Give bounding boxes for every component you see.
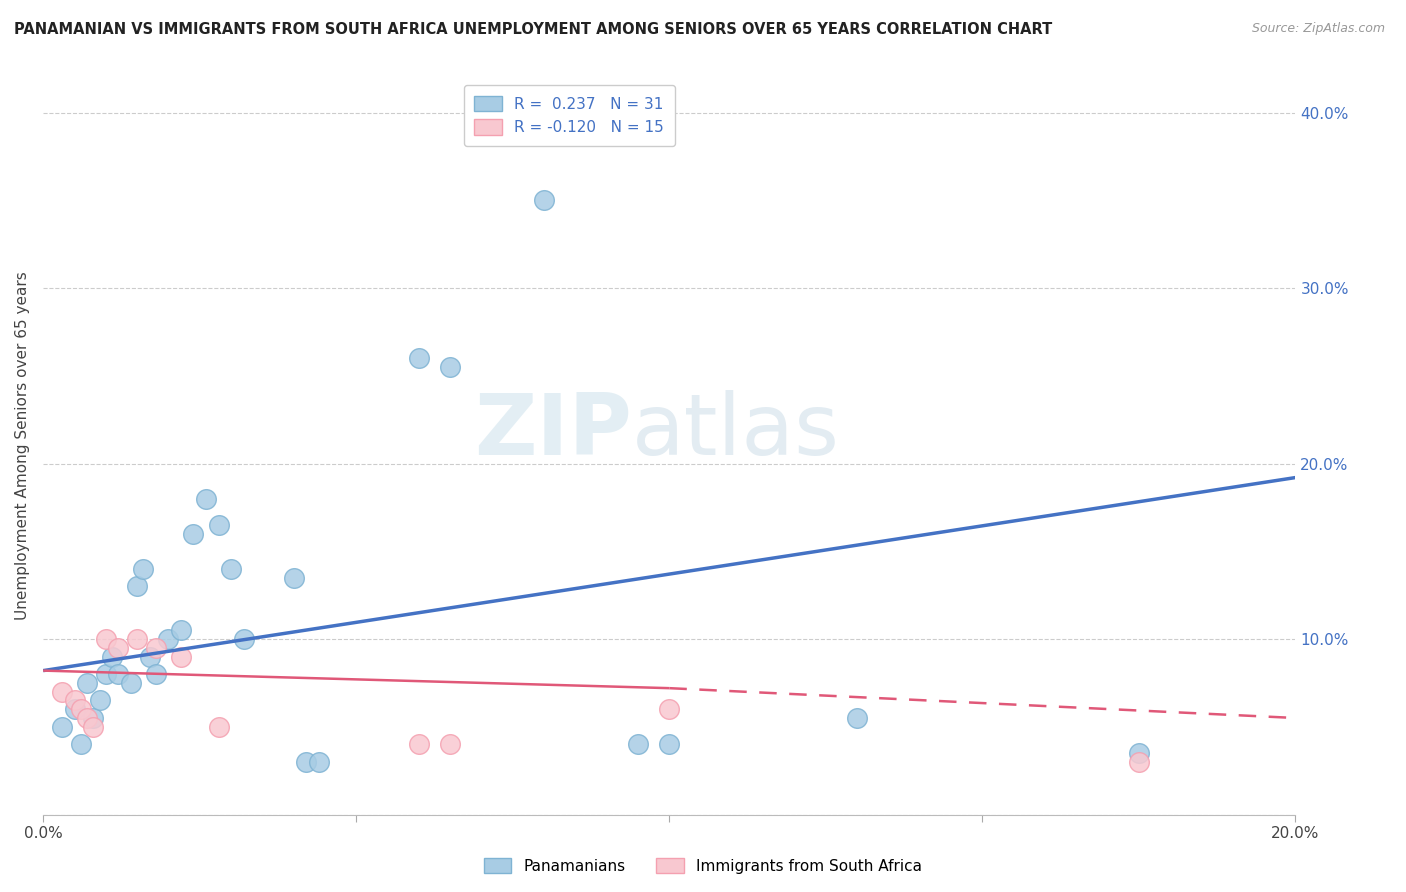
Point xyxy=(207,720,229,734)
Point xyxy=(63,693,86,707)
Point xyxy=(232,632,254,646)
Text: Source: ZipAtlas.com: Source: ZipAtlas.com xyxy=(1251,22,1385,36)
Text: ZIP: ZIP xyxy=(474,390,631,473)
Y-axis label: Unemployment Among Seniors over 65 years: Unemployment Among Seniors over 65 years xyxy=(15,271,30,620)
Point xyxy=(107,667,129,681)
Point xyxy=(51,720,73,734)
Point xyxy=(308,755,330,769)
Point xyxy=(145,640,167,655)
Point xyxy=(1128,755,1150,769)
Point xyxy=(658,737,681,751)
Point xyxy=(195,491,218,506)
Point xyxy=(439,359,461,374)
Point xyxy=(170,624,193,638)
Point xyxy=(89,693,111,707)
Point xyxy=(439,737,461,751)
Point xyxy=(94,667,117,681)
Point xyxy=(101,649,124,664)
Point xyxy=(120,676,142,690)
Point xyxy=(69,737,91,751)
Point xyxy=(170,649,193,664)
Point xyxy=(94,632,117,646)
Point xyxy=(533,194,555,208)
Point xyxy=(51,684,73,698)
Point xyxy=(82,720,104,734)
Point xyxy=(107,640,129,655)
Point xyxy=(127,632,149,646)
Legend: Panamanians, Immigrants from South Africa: Panamanians, Immigrants from South Afric… xyxy=(478,852,928,880)
Point xyxy=(132,562,155,576)
Point xyxy=(157,632,180,646)
Text: atlas: atlas xyxy=(631,390,839,473)
Point xyxy=(138,649,160,664)
Point xyxy=(1128,746,1150,760)
Point xyxy=(283,571,305,585)
Point xyxy=(295,755,318,769)
Point xyxy=(76,676,98,690)
Point xyxy=(408,351,430,366)
Point xyxy=(127,579,149,593)
Point xyxy=(69,702,91,716)
Point xyxy=(627,737,650,751)
Point xyxy=(63,702,86,716)
Point xyxy=(183,526,205,541)
Point xyxy=(658,702,681,716)
Point xyxy=(846,711,869,725)
Text: PANAMANIAN VS IMMIGRANTS FROM SOUTH AFRICA UNEMPLOYMENT AMONG SENIORS OVER 65 YE: PANAMANIAN VS IMMIGRANTS FROM SOUTH AFRI… xyxy=(14,22,1052,37)
Point xyxy=(207,518,229,533)
Point xyxy=(76,711,98,725)
Legend: R =  0.237   N = 31, R = -0.120   N = 15: R = 0.237 N = 31, R = -0.120 N = 15 xyxy=(464,85,675,146)
Point xyxy=(82,711,104,725)
Point xyxy=(408,737,430,751)
Point xyxy=(145,667,167,681)
Point xyxy=(219,562,242,576)
